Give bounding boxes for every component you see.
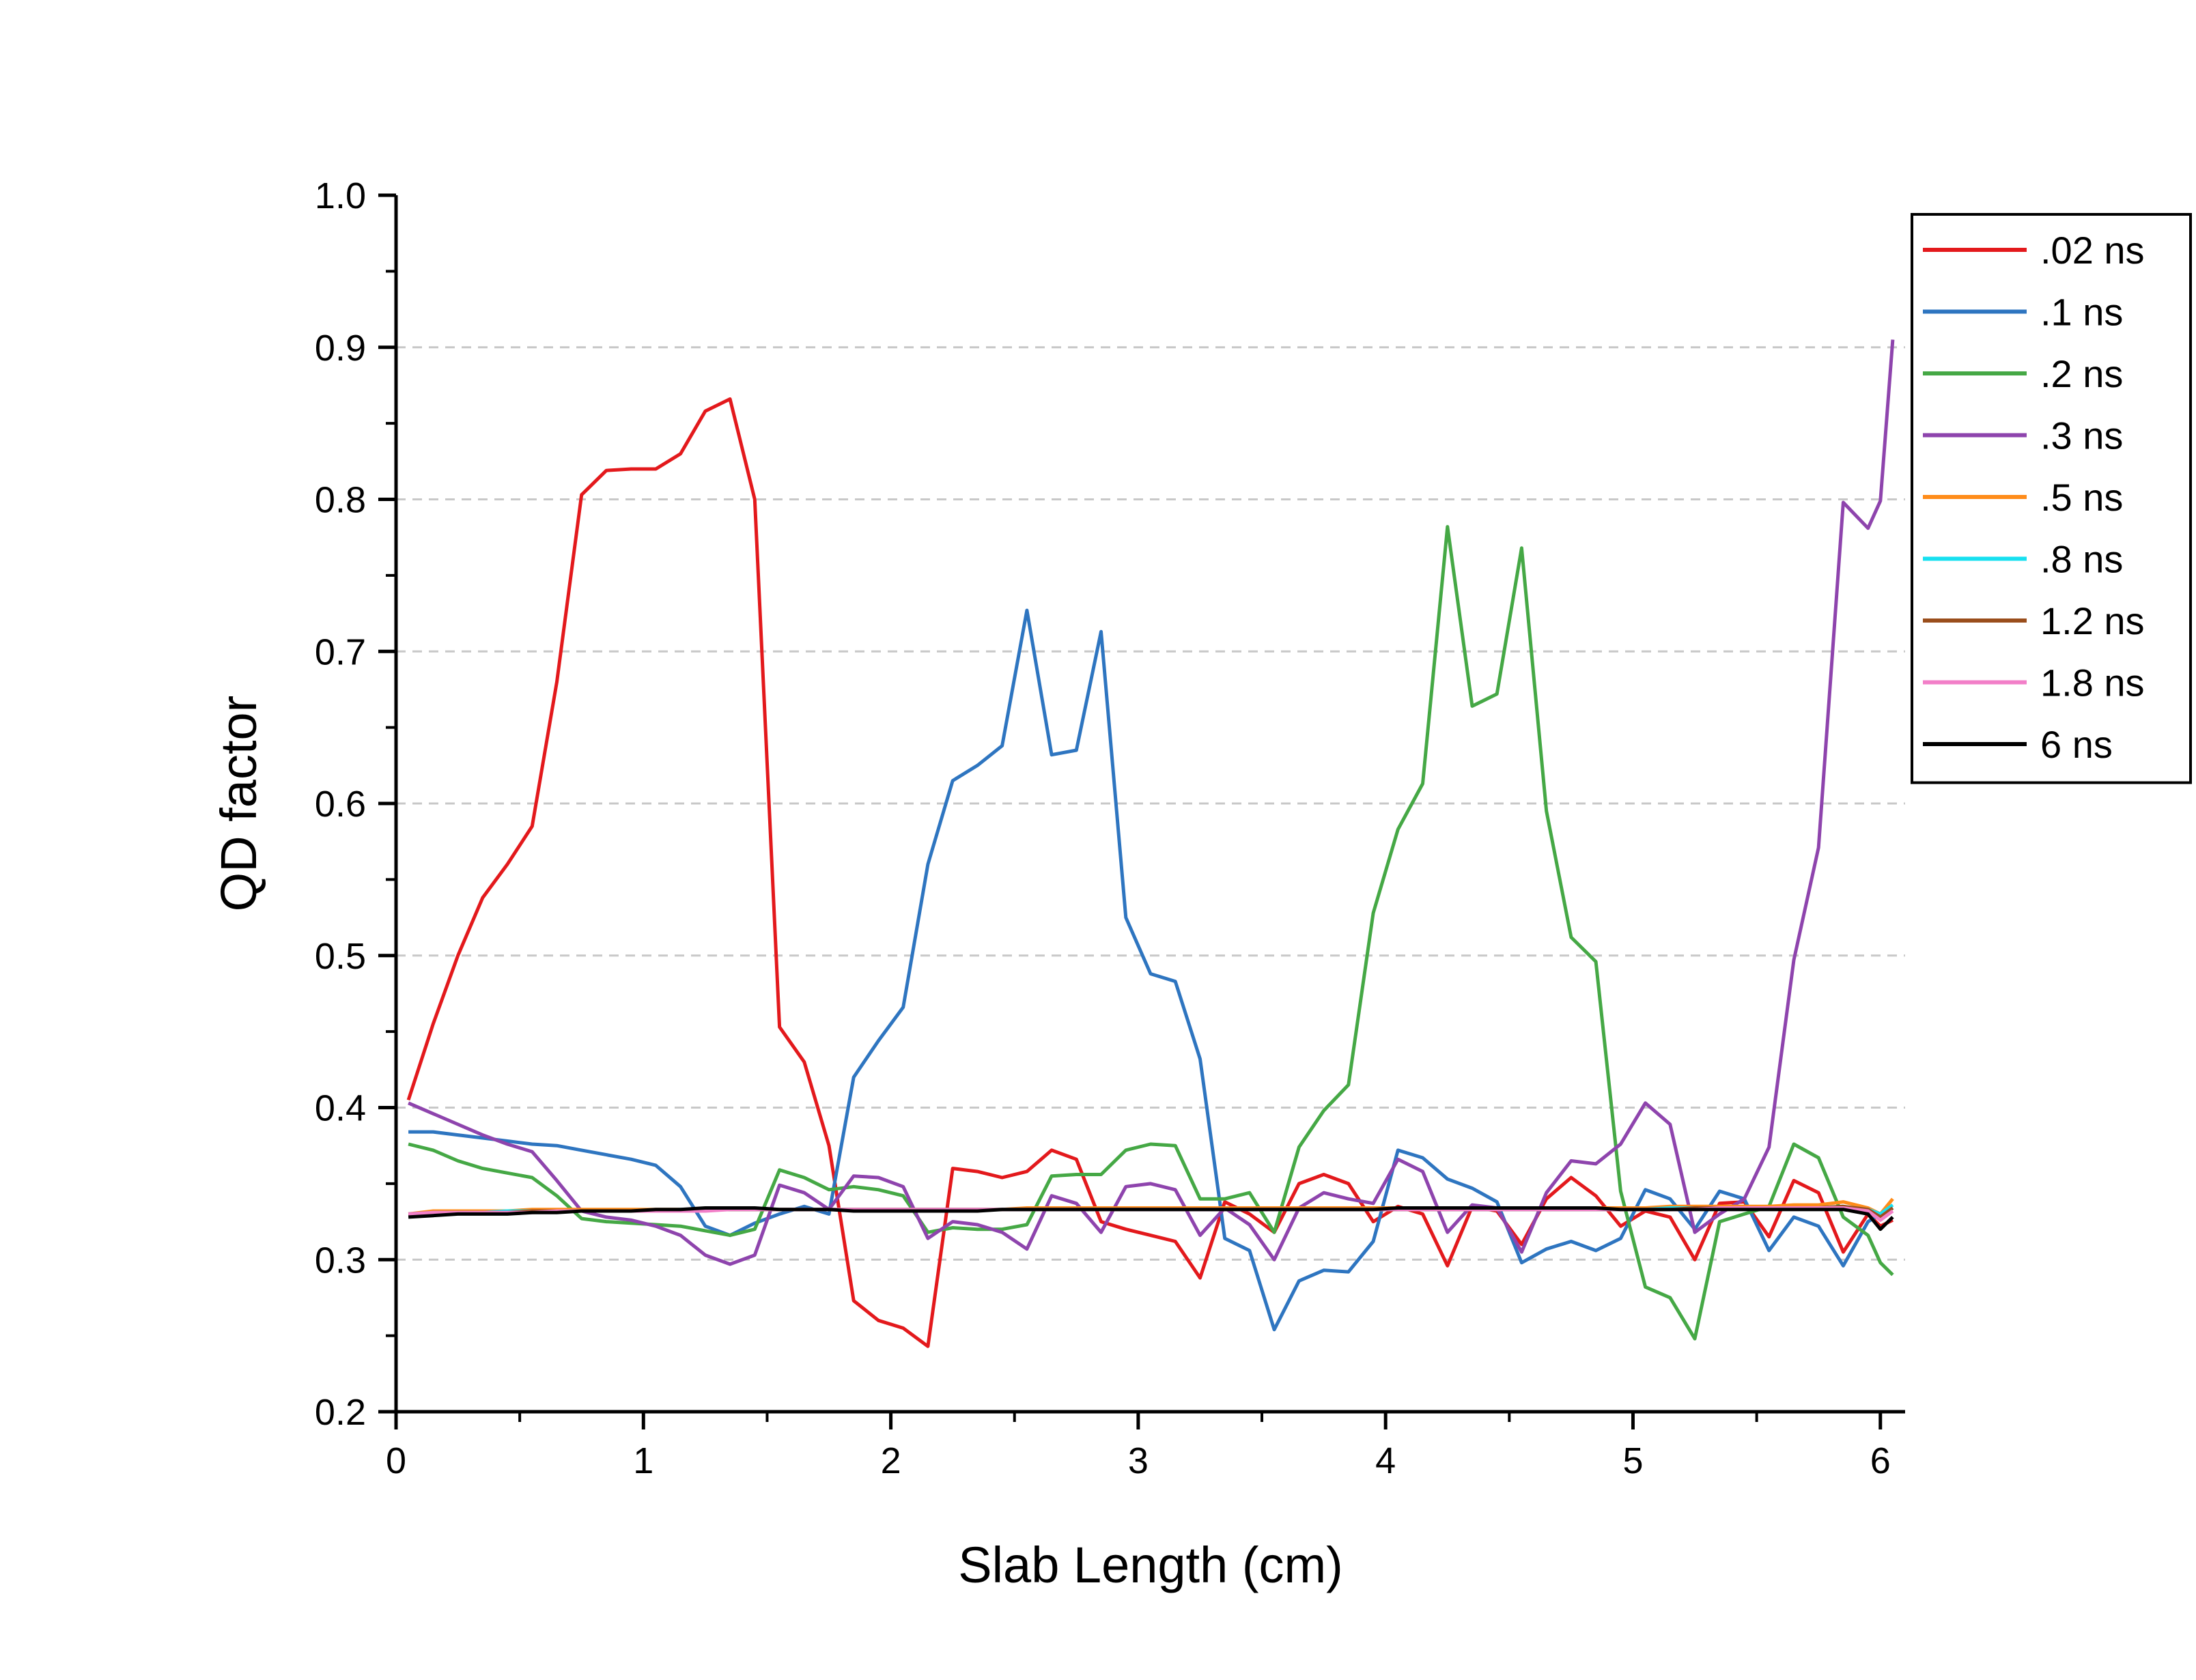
legend-label-7: 1.8 ns bbox=[2040, 661, 2145, 704]
gridlines bbox=[396, 346, 1905, 1261]
x-tick-label-2: 2 bbox=[881, 1440, 901, 1481]
series-line-1 bbox=[408, 608, 1894, 1332]
x-tick-label-0: 0 bbox=[386, 1440, 406, 1481]
y-tick-label-8: 1.0 bbox=[315, 175, 366, 216]
series-line-2 bbox=[408, 525, 1894, 1341]
x-tick-label-1: 1 bbox=[633, 1440, 653, 1481]
legend-label-4: .5 ns bbox=[2040, 476, 2123, 519]
y-tick-label-6: 0.8 bbox=[315, 480, 366, 521]
y-tick-label-5: 0.7 bbox=[315, 631, 366, 672]
series-line-0 bbox=[406, 397, 1894, 1348]
legend: .02 ns .1 ns .2 ns .3 ns .5 ns .8 ns 1.2 ns 1.8… bbox=[1911, 213, 2192, 784]
y-axis-title: QD factor bbox=[210, 696, 267, 912]
x-axis-title: Slab Length (cm) bbox=[958, 1537, 1343, 1593]
y-tick-label-0: 0.2 bbox=[315, 1392, 366, 1433]
legend-label-2: .2 ns bbox=[2040, 352, 2123, 395]
series-lines bbox=[406, 339, 1895, 1348]
x-tick-label-3: 3 bbox=[1128, 1440, 1149, 1481]
ticks: 0.2 0.3 0.4 0.5 0.6 0.7 0.8 0.9 1.0 0 1 2 3 4 5 6 bbox=[315, 175, 1891, 1481]
series-line-8 bbox=[408, 1206, 1894, 1231]
legend-label-3: .3 ns bbox=[2040, 414, 2123, 457]
y-tick-label-7: 0.9 bbox=[315, 328, 366, 369]
x-tick-label-4: 4 bbox=[1375, 1440, 1396, 1481]
x-tick-label-5: 5 bbox=[1622, 1440, 1643, 1481]
series-line-3 bbox=[408, 339, 1895, 1266]
y-tick-label-2: 0.4 bbox=[315, 1088, 366, 1129]
legend-label-0: .02 ns bbox=[2040, 229, 2145, 272]
y-tick-label-4: 0.6 bbox=[315, 784, 366, 825]
legend-label-6: 1.2 ns bbox=[2040, 599, 2145, 642]
legend-label-1: .1 ns bbox=[2040, 291, 2123, 334]
y-tick-label-1: 0.3 bbox=[315, 1240, 366, 1281]
legend-label-8: 6 ns bbox=[2040, 723, 2113, 766]
x-tick-label-6: 6 bbox=[1870, 1440, 1891, 1481]
legend-label-5: .8 ns bbox=[2040, 538, 2123, 581]
y-tick-label-3: 0.5 bbox=[315, 936, 366, 977]
